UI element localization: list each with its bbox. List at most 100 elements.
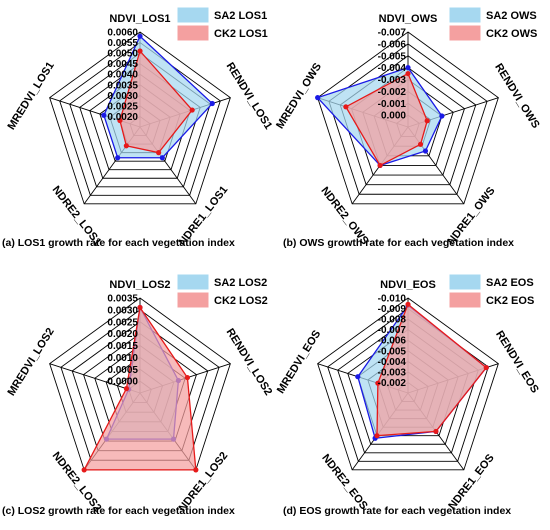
data-point <box>405 301 411 307</box>
grid-ring <box>49 31 231 205</box>
tick-label: 0.0015 <box>107 341 138 352</box>
tick-label: -0.007 <box>378 28 407 39</box>
data-point <box>377 162 383 169</box>
panel-caption: (a) LOS1 growth rate for each vegetation… <box>2 237 235 249</box>
legend-swatch <box>449 274 481 290</box>
tick-label: 0.0005 <box>107 365 138 376</box>
tick-label: -0.007 <box>378 325 407 336</box>
legend-swatch <box>449 292 481 308</box>
axis-label: MREDVI_EOS <box>275 328 323 396</box>
legend-swatch <box>177 292 209 308</box>
axis-label: RENDVI_EOS <box>493 329 541 396</box>
axis-label: RENDVI_LOS1 <box>224 60 275 131</box>
grid-ring <box>59 42 221 196</box>
data-point <box>137 33 143 39</box>
panel-caption: (b) OWS growth rate for each vegetation … <box>283 237 514 249</box>
data-point <box>123 386 130 392</box>
tick-label: -0.005 <box>378 51 407 62</box>
tick-label: 0.0035 <box>107 294 138 305</box>
tick-label: -0.003 <box>378 75 407 86</box>
tick-label: -0.002 <box>378 87 407 98</box>
panel-caption: (d) EOS growth rate for each vegetation … <box>283 505 511 517</box>
tick-label: 0.0055 <box>107 38 138 49</box>
axis-label: NDVI_LOS2 <box>109 279 170 291</box>
tick-label: -0.009 <box>378 304 407 315</box>
tick-label: 0.0025 <box>107 317 138 328</box>
legend-swatch <box>177 25 209 41</box>
tick-label: 0.0060 <box>107 28 138 39</box>
grid-ring <box>327 308 489 462</box>
data-point <box>405 70 411 77</box>
legend-label: SA2 EOS <box>486 277 534 289</box>
data-point <box>374 433 380 439</box>
legend-swatch <box>177 274 209 290</box>
axis-label: MREDVI_LOS1 <box>5 60 56 132</box>
tick-label: 0.0000 <box>107 377 138 388</box>
data-point <box>115 155 121 161</box>
tick-label: 0.0050 <box>107 49 138 60</box>
tick-label: -0.006 <box>378 336 407 347</box>
axis-label: NDVI_OWS <box>379 13 438 25</box>
legend-label: CK2 LOS2 <box>214 295 268 307</box>
axis-label: RENDVI_LOS2 <box>224 326 275 397</box>
tick-label: 0.0030 <box>107 91 138 102</box>
tick-label: -0.003 <box>378 367 407 378</box>
tick-label: -0.004 <box>378 357 407 368</box>
data-point <box>123 143 129 149</box>
data-point <box>355 374 361 380</box>
data-point <box>137 304 143 311</box>
data-point <box>422 148 429 154</box>
series-area-2 <box>83 305 197 471</box>
legend-label: SA2 LOS2 <box>214 277 267 289</box>
axis-label: RENDVI_OWS <box>492 62 541 131</box>
tick-label: 0.0020 <box>107 329 138 340</box>
legend-label: CK2 EOS <box>486 295 534 307</box>
data-point <box>439 113 445 119</box>
data-point <box>209 100 215 107</box>
legend-label: CK2 LOS1 <box>214 28 268 40</box>
panel-caption: (c) LOS2 growth rate for each vegetation… <box>2 505 235 517</box>
legend-swatch <box>449 7 481 23</box>
tick-label: -0.001 <box>378 99 407 110</box>
grid-ring <box>317 31 499 205</box>
radar-panel-4: -0.002-0.003-0.004-0.005-0.006-0.007-0.0… <box>275 274 541 517</box>
data-point <box>117 117 123 124</box>
axis-label: NDVI_LOS1 <box>109 13 170 25</box>
data-point <box>189 107 195 113</box>
data-point <box>156 150 162 156</box>
tick-label: -0.010 <box>378 294 407 305</box>
data-point <box>81 467 87 473</box>
tick-label: 0.000 <box>381 111 406 122</box>
tick-label: 0.0030 <box>107 305 138 316</box>
legend-swatch <box>177 7 209 23</box>
tick-label: 0.0035 <box>107 80 138 91</box>
legend-label: CK2 OWS <box>486 28 537 40</box>
axis-label: MREDVI_LOS2 <box>5 326 56 398</box>
data-point <box>424 118 430 124</box>
data-point <box>101 112 107 118</box>
data-point <box>315 95 321 101</box>
legend-label: SA2 LOS1 <box>214 10 267 22</box>
data-point <box>343 104 349 110</box>
series-area-2 <box>376 303 488 437</box>
tick-label: -0.005 <box>378 346 407 357</box>
axis-label: NDVI_EOS <box>380 279 436 291</box>
tick-label: 0.0010 <box>107 353 138 364</box>
legend-swatch <box>449 25 481 41</box>
tick-label: -0.002 <box>378 378 407 389</box>
tick-label: 0.0020 <box>107 112 138 123</box>
data-point <box>184 374 191 381</box>
data-point <box>137 48 143 54</box>
series-area-2 <box>344 72 428 167</box>
tick-label: -0.004 <box>378 63 407 74</box>
radar-panel-2: 0.000-0.001-0.002-0.003-0.004-0.005-0.00… <box>274 7 542 249</box>
data-point <box>159 155 165 161</box>
grid-ring <box>317 297 499 471</box>
data-point <box>433 428 439 435</box>
series-area-2 <box>119 49 194 154</box>
tick-label: -0.006 <box>378 39 407 50</box>
data-point <box>417 141 424 147</box>
radar-panel-1: 0.00200.00250.00300.00350.00400.00450.00… <box>2 7 275 249</box>
tick-label: -0.008 <box>378 315 407 326</box>
tick-label: 0.0045 <box>107 59 138 70</box>
